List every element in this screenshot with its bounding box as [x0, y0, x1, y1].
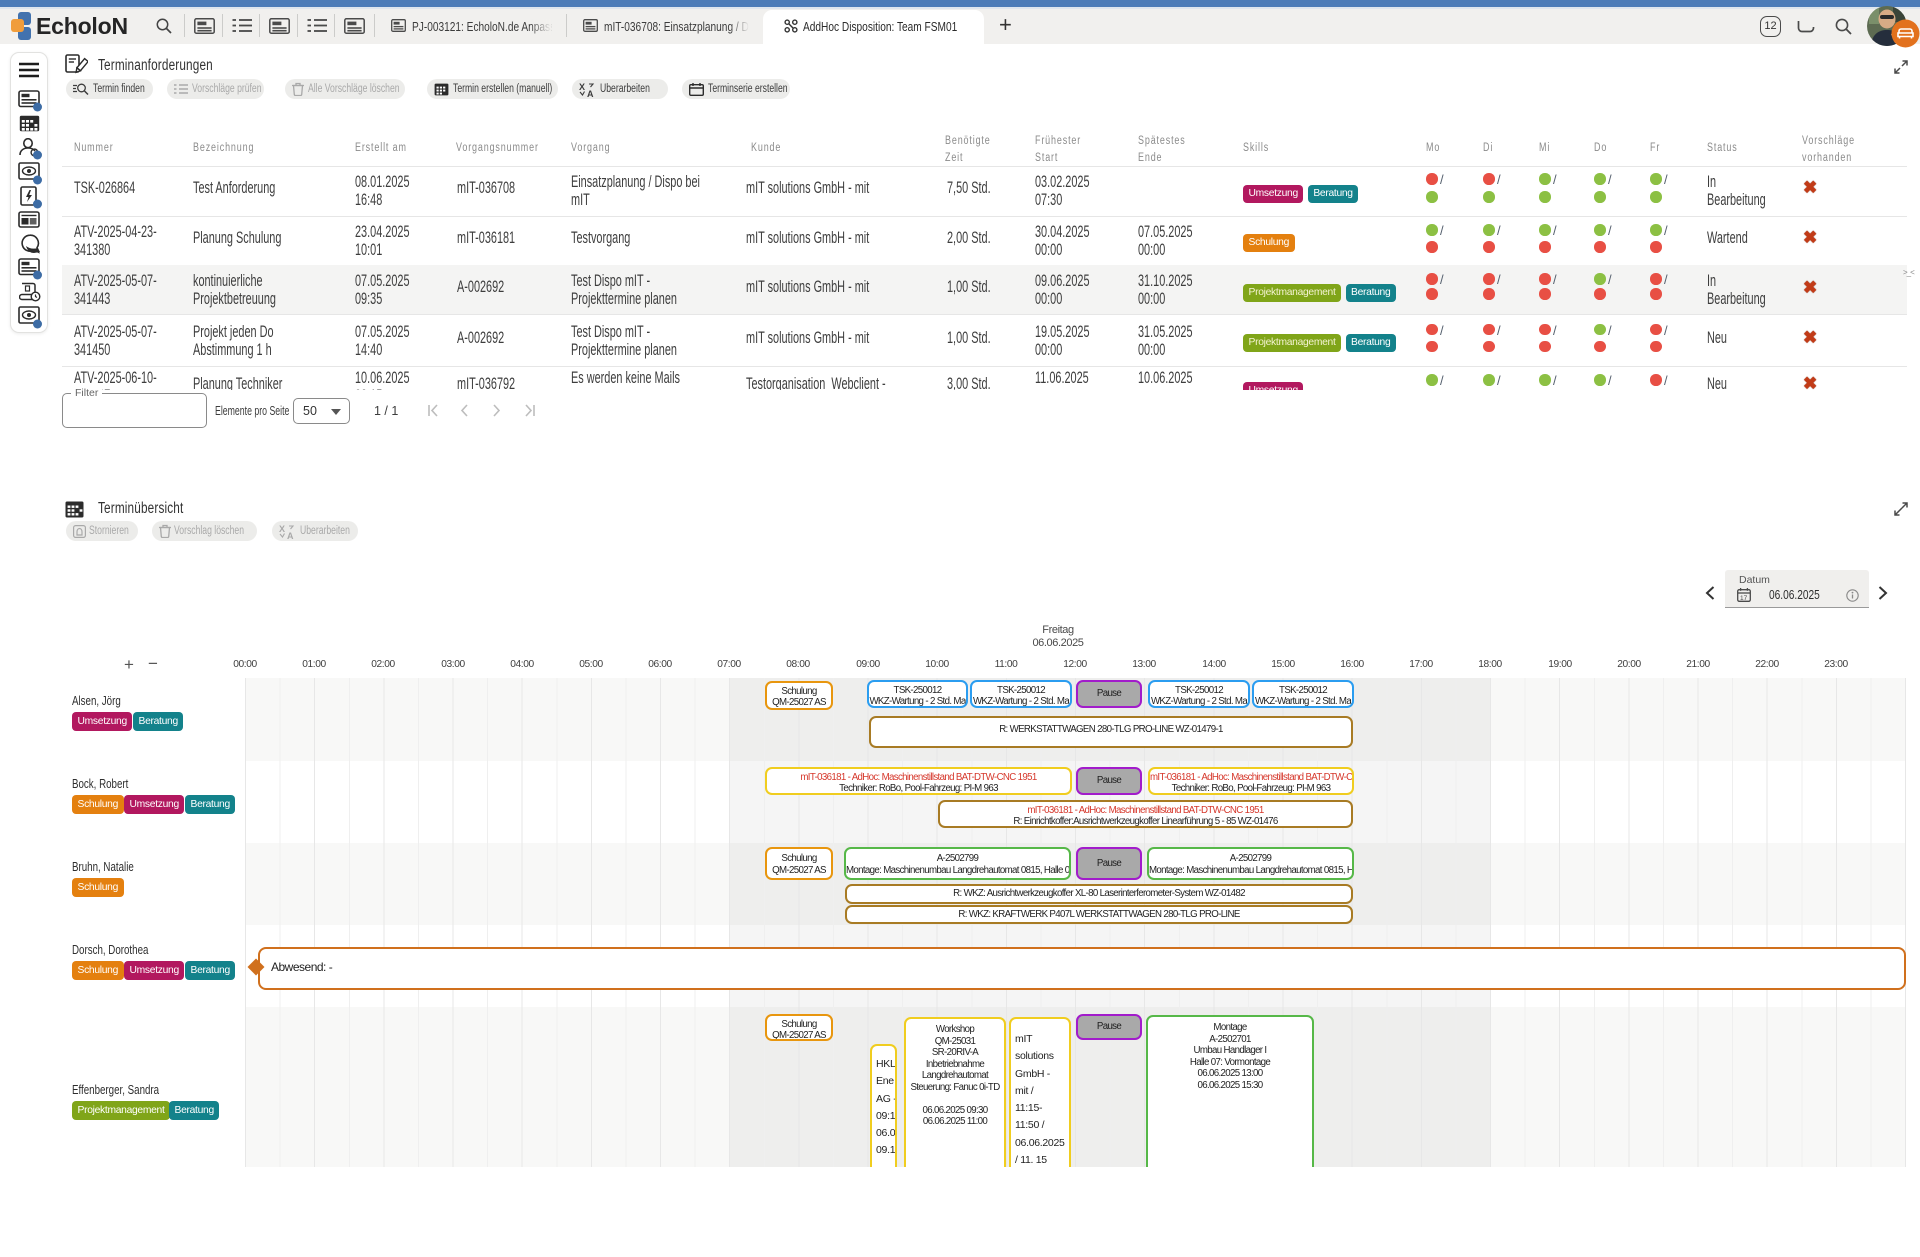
svg-text:X: X: [279, 524, 285, 534]
svg-text:A: A: [287, 531, 294, 539]
svg-text:17: 17: [1740, 595, 1748, 602]
svg-text:X: X: [579, 82, 585, 92]
svg-text:A: A: [587, 89, 594, 97]
